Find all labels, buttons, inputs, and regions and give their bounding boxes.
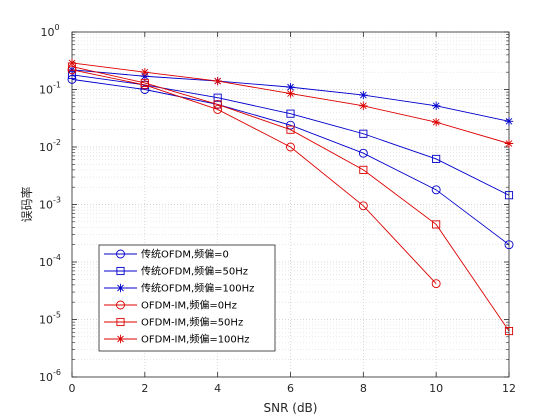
legend-entry: OFDM-IM,频偏=50Hz xyxy=(104,316,243,329)
x-tick-label: 0 xyxy=(69,382,76,395)
marker-star xyxy=(359,101,368,111)
marker-square xyxy=(286,125,295,134)
marker-square xyxy=(213,100,222,109)
x-tick-label: 10 xyxy=(429,382,443,395)
marker-star xyxy=(116,283,125,293)
legend-entry: OFDM-IM,频偏=100Hz xyxy=(104,333,250,346)
x-axis-label: SNR (dB) xyxy=(264,401,318,415)
marker-star xyxy=(286,82,295,92)
x-tick-label: 6 xyxy=(287,382,294,395)
marker-square xyxy=(116,266,125,276)
marker-square xyxy=(432,154,441,163)
marker-circle xyxy=(358,201,368,211)
legend-entry: 传统OFDM,频偏=100Hz xyxy=(104,282,254,295)
y-axis-label: 误码率 xyxy=(19,186,34,222)
marker-square xyxy=(359,165,368,174)
legend-label: OFDM-IM,频偏=0Hz xyxy=(141,299,237,312)
marker-circle xyxy=(67,74,77,84)
y-tick-labels: 100 10-1 10-2 10-3 10-4 10-5 10-6 xyxy=(39,23,61,384)
marker-circle xyxy=(116,300,125,310)
marker-square xyxy=(116,317,125,327)
marker-square xyxy=(504,191,514,200)
x-tick-labels: 0 2 4 6 8 10 12 xyxy=(69,382,517,395)
legend-label: 传统OFDM,频偏=100Hz xyxy=(141,282,254,295)
y-tick-label: 10-1 xyxy=(39,81,61,97)
marker-circle xyxy=(140,85,150,94)
legend-label: 传统OFDM,频偏=50Hz xyxy=(141,265,248,278)
marker-square xyxy=(140,78,149,87)
marker-circle xyxy=(431,185,441,195)
legend-box xyxy=(98,244,276,352)
marker-circle xyxy=(286,142,295,152)
marker-circle xyxy=(213,104,223,114)
marker-star xyxy=(359,90,368,100)
x-tick-label: 8 xyxy=(360,382,367,395)
y-tick-label: 10-6 xyxy=(39,368,61,384)
y-tick-label: 10-4 xyxy=(39,253,61,269)
marker-square xyxy=(213,93,222,102)
legend-label: OFDM-IM,频偏=50Hz xyxy=(141,316,243,329)
y-tick-label: 100 xyxy=(40,23,59,39)
legend-entry: OFDM-IM,频偏=0Hz xyxy=(104,299,237,312)
x-tick-label: 4 xyxy=(214,382,221,395)
series-6 xyxy=(67,58,514,148)
marker-circle xyxy=(286,120,295,130)
marker-star xyxy=(504,117,514,126)
series-line xyxy=(71,66,510,332)
series-line xyxy=(71,78,510,246)
legend-entry: 传统OFDM,频偏=0 xyxy=(104,248,229,261)
marker-square xyxy=(286,109,295,118)
marker-star xyxy=(504,139,514,148)
marker-circle xyxy=(358,148,368,158)
marker-star xyxy=(431,101,441,111)
marker-square xyxy=(359,129,368,138)
marker-star xyxy=(213,76,222,86)
marker-star xyxy=(116,334,125,344)
x-tick-label: 12 xyxy=(502,382,516,395)
marker-star xyxy=(286,89,295,98)
y-tick-label: 10-5 xyxy=(39,311,61,327)
marker-star xyxy=(67,58,77,68)
marker-circle xyxy=(431,279,441,289)
series-line xyxy=(71,69,437,284)
axis-ticks xyxy=(71,31,510,378)
y-tick-label: 10-2 xyxy=(39,138,61,154)
marker-circle xyxy=(504,240,514,250)
marker-star xyxy=(140,67,150,77)
legend-label: 传统OFDM,频偏=0 xyxy=(141,248,229,261)
series-layer xyxy=(67,58,514,336)
marker-star xyxy=(431,117,441,127)
y-tick-label: 10-3 xyxy=(39,196,61,212)
legend-entry: 传统OFDM,频偏=50Hz xyxy=(104,265,248,278)
marker-square xyxy=(432,220,441,229)
series-5 xyxy=(67,62,514,336)
marker-circle xyxy=(116,249,125,259)
marker-square xyxy=(504,326,514,336)
x-tick-label: 2 xyxy=(141,382,148,395)
legend-label: OFDM-IM,频偏=100Hz xyxy=(141,333,250,346)
legend: 传统OFDM,频偏=0 传统OFDM,频偏=50Hz 传统OFDM,频偏=100Hz… xyxy=(98,244,276,352)
